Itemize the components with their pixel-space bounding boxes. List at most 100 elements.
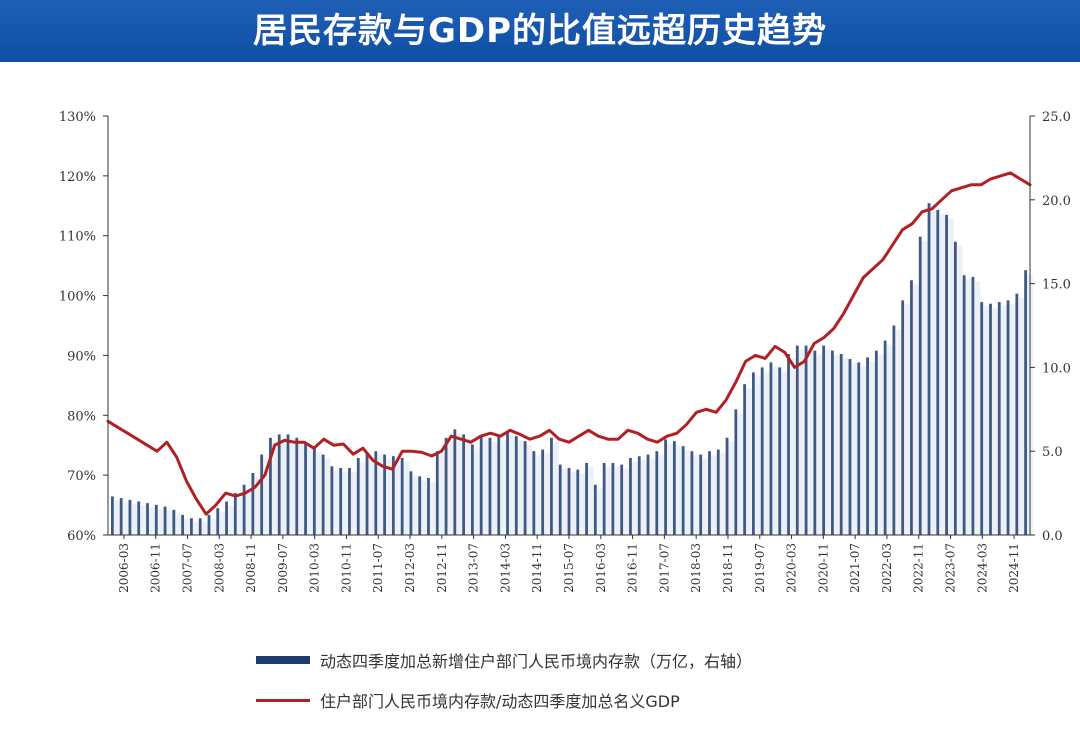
x-tick-label: 2018-11 bbox=[721, 543, 735, 593]
x-tick-label: 2012-11 bbox=[435, 543, 449, 593]
x-tick-label: 2010-11 bbox=[339, 543, 353, 593]
x-tick-label: 2013-07 bbox=[467, 543, 481, 593]
bar bbox=[348, 467, 351, 535]
bar bbox=[848, 359, 852, 535]
bar-shade bbox=[956, 245, 963, 535]
bar bbox=[936, 209, 940, 535]
x-tick-label: 2019-07 bbox=[753, 543, 767, 593]
bar-shade bbox=[271, 441, 278, 535]
x-tick-label: 2014-03 bbox=[498, 543, 512, 593]
bar bbox=[585, 462, 588, 535]
bar-shade bbox=[535, 455, 542, 535]
bar bbox=[304, 442, 307, 535]
bar-shade bbox=[746, 388, 752, 535]
bar bbox=[743, 384, 747, 535]
bar-shade bbox=[851, 363, 858, 535]
bar-shade bbox=[280, 438, 287, 535]
bar bbox=[997, 302, 1001, 535]
bar-shade bbox=[983, 306, 990, 535]
bar bbox=[514, 436, 518, 535]
bar bbox=[532, 451, 536, 535]
bar-shade bbox=[895, 329, 902, 535]
bar bbox=[409, 471, 413, 535]
bar-shade bbox=[666, 443, 673, 535]
bar bbox=[119, 498, 123, 535]
bar bbox=[312, 447, 316, 535]
bar bbox=[1006, 300, 1010, 535]
bar bbox=[804, 345, 808, 535]
bar bbox=[962, 275, 966, 535]
bar bbox=[576, 469, 580, 535]
bar-shade bbox=[965, 279, 972, 535]
bar bbox=[277, 434, 281, 535]
bar-shade bbox=[236, 497, 243, 535]
bar-shade bbox=[860, 366, 867, 535]
bar bbox=[927, 203, 931, 536]
bar-shade bbox=[614, 466, 621, 535]
bar bbox=[901, 300, 905, 535]
y-left-tick-label: 90% bbox=[67, 349, 96, 364]
bar bbox=[128, 499, 132, 535]
bar-shade bbox=[886, 344, 893, 535]
legend-bar-label: 动态四季度加总新增住户部门人民币境内存款（万亿，右轴） bbox=[320, 652, 753, 671]
bar bbox=[242, 484, 246, 535]
bar-shade bbox=[912, 284, 919, 535]
bar-shade bbox=[544, 453, 551, 535]
legend-line: 住户部门人民币境内存款/动态四季度加总名义GDP bbox=[256, 688, 680, 712]
y-right-tick-label: 20.0 bbox=[1042, 194, 1071, 209]
bar bbox=[146, 503, 149, 535]
y-right-tick-label: 10.0 bbox=[1042, 361, 1071, 376]
bar bbox=[198, 518, 202, 535]
bar bbox=[778, 367, 782, 535]
bar-shade bbox=[904, 304, 911, 535]
bar-shade bbox=[465, 438, 472, 535]
bar bbox=[137, 501, 141, 535]
bar-shade bbox=[219, 512, 226, 535]
bar bbox=[593, 484, 597, 535]
bar-shade bbox=[1000, 306, 1007, 535]
bar-shade bbox=[1009, 304, 1016, 535]
bar-shade bbox=[631, 461, 638, 535]
y-right-tick-label: 5.0 bbox=[1042, 445, 1063, 460]
bar-shade bbox=[728, 441, 735, 535]
bar bbox=[690, 451, 694, 535]
bar bbox=[233, 493, 237, 535]
bar-shade bbox=[789, 357, 796, 535]
x-tick-label: 2014-11 bbox=[530, 543, 544, 593]
bar-shade bbox=[306, 446, 313, 535]
bar-shade bbox=[350, 471, 357, 535]
bar bbox=[716, 449, 720, 535]
bar-shade bbox=[623, 468, 630, 535]
bar bbox=[769, 362, 773, 535]
bar-shade bbox=[587, 466, 594, 535]
bar-shade bbox=[175, 513, 182, 535]
bar-shade bbox=[658, 455, 665, 535]
bar-shade bbox=[456, 433, 463, 535]
bar bbox=[339, 467, 343, 535]
bar-shade bbox=[991, 307, 998, 535]
x-tick-label: 2009-07 bbox=[276, 543, 290, 593]
x-tick-label: 2012-03 bbox=[403, 543, 417, 593]
bar-shade bbox=[833, 354, 840, 535]
bar-shade bbox=[263, 458, 270, 535]
bar-shade bbox=[429, 482, 436, 535]
x-tick-label: 2024-03 bbox=[975, 543, 989, 593]
bar bbox=[892, 325, 896, 535]
bar bbox=[708, 451, 711, 535]
y-left-tick-label: 80% bbox=[67, 409, 96, 424]
bar-shade bbox=[517, 440, 524, 535]
bar bbox=[629, 457, 632, 535]
bar-shade bbox=[947, 218, 954, 535]
bar-shade bbox=[148, 507, 155, 535]
y-left-tick-label: 100% bbox=[59, 290, 96, 305]
bar bbox=[471, 444, 474, 535]
bar bbox=[646, 454, 650, 535]
bar-shade bbox=[719, 453, 726, 535]
bar bbox=[874, 350, 878, 535]
x-tick-label: 2020-03 bbox=[785, 543, 799, 593]
bar-shade bbox=[552, 441, 559, 535]
bar-shade bbox=[798, 349, 805, 535]
bar bbox=[1024, 270, 1028, 535]
bar-shade bbox=[473, 448, 480, 535]
bar bbox=[374, 451, 378, 535]
